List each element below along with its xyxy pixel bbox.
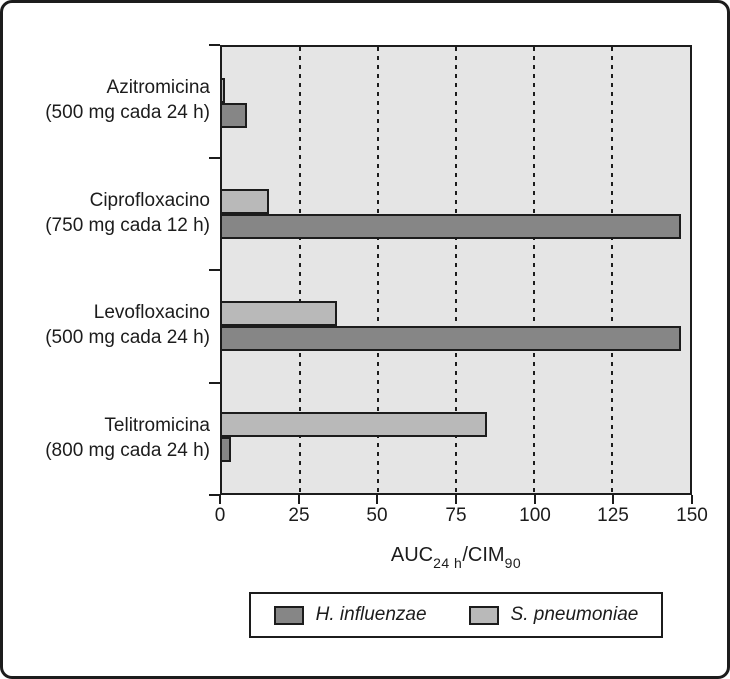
bar-levofloxacino-h-influenzae bbox=[222, 326, 681, 351]
x-axis-tick-label-25: 25 bbox=[288, 505, 310, 526]
x-axis-tick-100 bbox=[534, 495, 536, 504]
gridline-25 bbox=[299, 47, 301, 493]
gridline-75 bbox=[455, 47, 457, 493]
category-dose: (750 mg cada 12 h) bbox=[45, 215, 210, 236]
category-name: Telitromicina bbox=[104, 415, 210, 436]
y-axis-tick bbox=[209, 382, 220, 384]
category-name: Levofloxacino bbox=[93, 302, 210, 323]
x-axis-tick-125 bbox=[612, 495, 614, 504]
category-name: Azitromicina bbox=[106, 77, 210, 98]
x-axis-tick-label-50: 50 bbox=[366, 505, 388, 526]
bar-telitromicina-s-pneumoniae bbox=[222, 412, 487, 437]
y-axis-tick bbox=[209, 157, 220, 159]
x-axis-tick-75 bbox=[455, 495, 457, 504]
legend-swatch-s-pneumoniae bbox=[468, 605, 499, 625]
category-name: Ciprofloxacino bbox=[89, 190, 210, 211]
category-label-telitromicina: Telitromicina (800 mg cada 24 h) bbox=[9, 413, 210, 463]
x-axis-tick-label-150: 150 bbox=[676, 505, 708, 526]
legend-item-h-influenzae: H. influenzae bbox=[273, 604, 427, 626]
gridline-100 bbox=[533, 47, 535, 493]
y-axis-tick bbox=[209, 269, 220, 271]
bar-ciprofloxacino-s-pneumoniae bbox=[222, 189, 269, 214]
legend-label: H. influenzae bbox=[315, 604, 427, 625]
x-axis-tick-150 bbox=[691, 495, 693, 504]
x-axis-tick-25 bbox=[298, 495, 300, 504]
category-label-ciprofloxacino: Ciprofloxacino (750 mg cada 12 h) bbox=[9, 188, 210, 238]
x-axis-tick-50 bbox=[376, 495, 378, 504]
gridline-50 bbox=[377, 47, 379, 493]
x-axis-label-sub2: 90 bbox=[504, 555, 522, 571]
x-axis-tick-label-125: 125 bbox=[597, 505, 629, 526]
x-axis-label-base2: /CIM bbox=[462, 544, 505, 566]
plot-area bbox=[220, 45, 692, 495]
category-dose: (800 mg cada 24 h) bbox=[45, 440, 210, 461]
gridline-125 bbox=[611, 47, 613, 493]
legend-label: S. pneumoniae bbox=[510, 604, 639, 625]
y-axis-tick bbox=[209, 494, 220, 496]
category-label-levofloxacino: Levofloxacino (500 mg cada 24 h) bbox=[9, 300, 210, 350]
category-label-azitromicina: Azitromicina (500 mg cada 24 h) bbox=[9, 75, 210, 125]
y-axis-tick bbox=[209, 44, 220, 46]
bar-levofloxacino-s-pneumoniae bbox=[222, 301, 337, 326]
x-axis-label: AUC24 h/CIM90 bbox=[220, 544, 692, 571]
legend: H. influenzae S. pneumoniae bbox=[249, 592, 663, 638]
bar-ciprofloxacino-h-influenzae bbox=[222, 214, 681, 239]
bar-telitromicina-h-influenzae bbox=[222, 437, 231, 462]
x-axis-tick-label-75: 75 bbox=[445, 505, 467, 526]
legend-item-s-pneumoniae: S. pneumoniae bbox=[468, 604, 639, 626]
x-axis-label-sub1: 24 h bbox=[433, 555, 463, 571]
category-dose: (500 mg cada 24 h) bbox=[45, 102, 210, 123]
category-dose: (500 mg cada 24 h) bbox=[45, 327, 210, 348]
x-axis-tick-0 bbox=[219, 495, 221, 504]
x-axis-label-base1: AUC bbox=[390, 544, 434, 566]
legend-swatch-h-influenzae bbox=[273, 605, 304, 625]
x-axis-tick-label-0: 0 bbox=[214, 505, 226, 526]
x-axis-tick-label-100: 100 bbox=[519, 505, 551, 526]
bar-azitromicina-h-influenzae bbox=[222, 103, 247, 128]
bar-azitromicina-s-pneumoniae bbox=[222, 78, 225, 103]
